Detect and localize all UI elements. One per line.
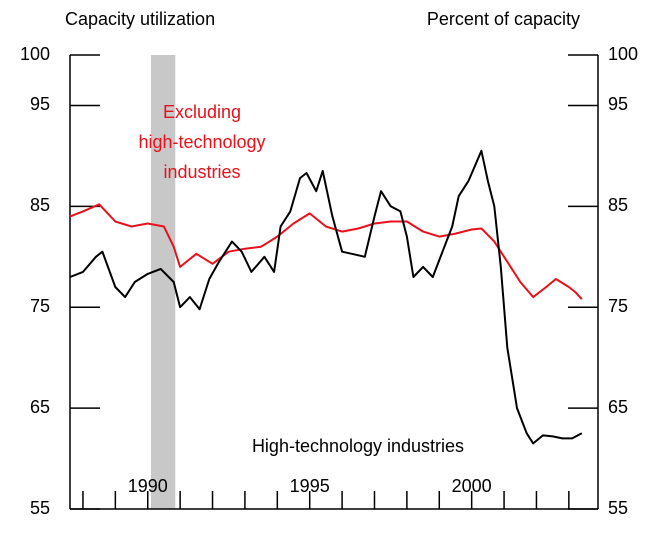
y-tick-label: 100 [20, 44, 50, 64]
y2-tick-label: 55 [608, 498, 628, 518]
y2-tick-label: 95 [608, 94, 628, 114]
y-tick-label: 65 [30, 397, 50, 417]
x-tick-label: 1990 [128, 476, 168, 496]
series-line [69, 203, 583, 300]
y2-tick-label: 100 [608, 44, 638, 64]
series-line [69, 149, 583, 445]
recession-band [150, 55, 176, 509]
y-tick-label: 85 [30, 195, 50, 215]
annotation: Excluding [163, 102, 241, 122]
y-tick-label: 95 [30, 94, 50, 114]
annotation: industries [163, 162, 240, 182]
right-axis-title: Percent of capacity [427, 9, 580, 29]
y2-tick-label: 85 [608, 195, 628, 215]
y2-tick-label: 75 [608, 296, 628, 316]
annotation: high-technology [138, 132, 265, 152]
left-axis-title: Capacity utilization [65, 9, 215, 29]
annotation: High-technology industries [252, 436, 464, 456]
y-tick-label: 55 [30, 498, 50, 518]
y2-tick-label: 65 [608, 397, 628, 417]
x-tick-label: 1995 [290, 476, 330, 496]
x-tick-label: 2000 [452, 476, 492, 496]
y-tick-label: 75 [30, 296, 50, 316]
